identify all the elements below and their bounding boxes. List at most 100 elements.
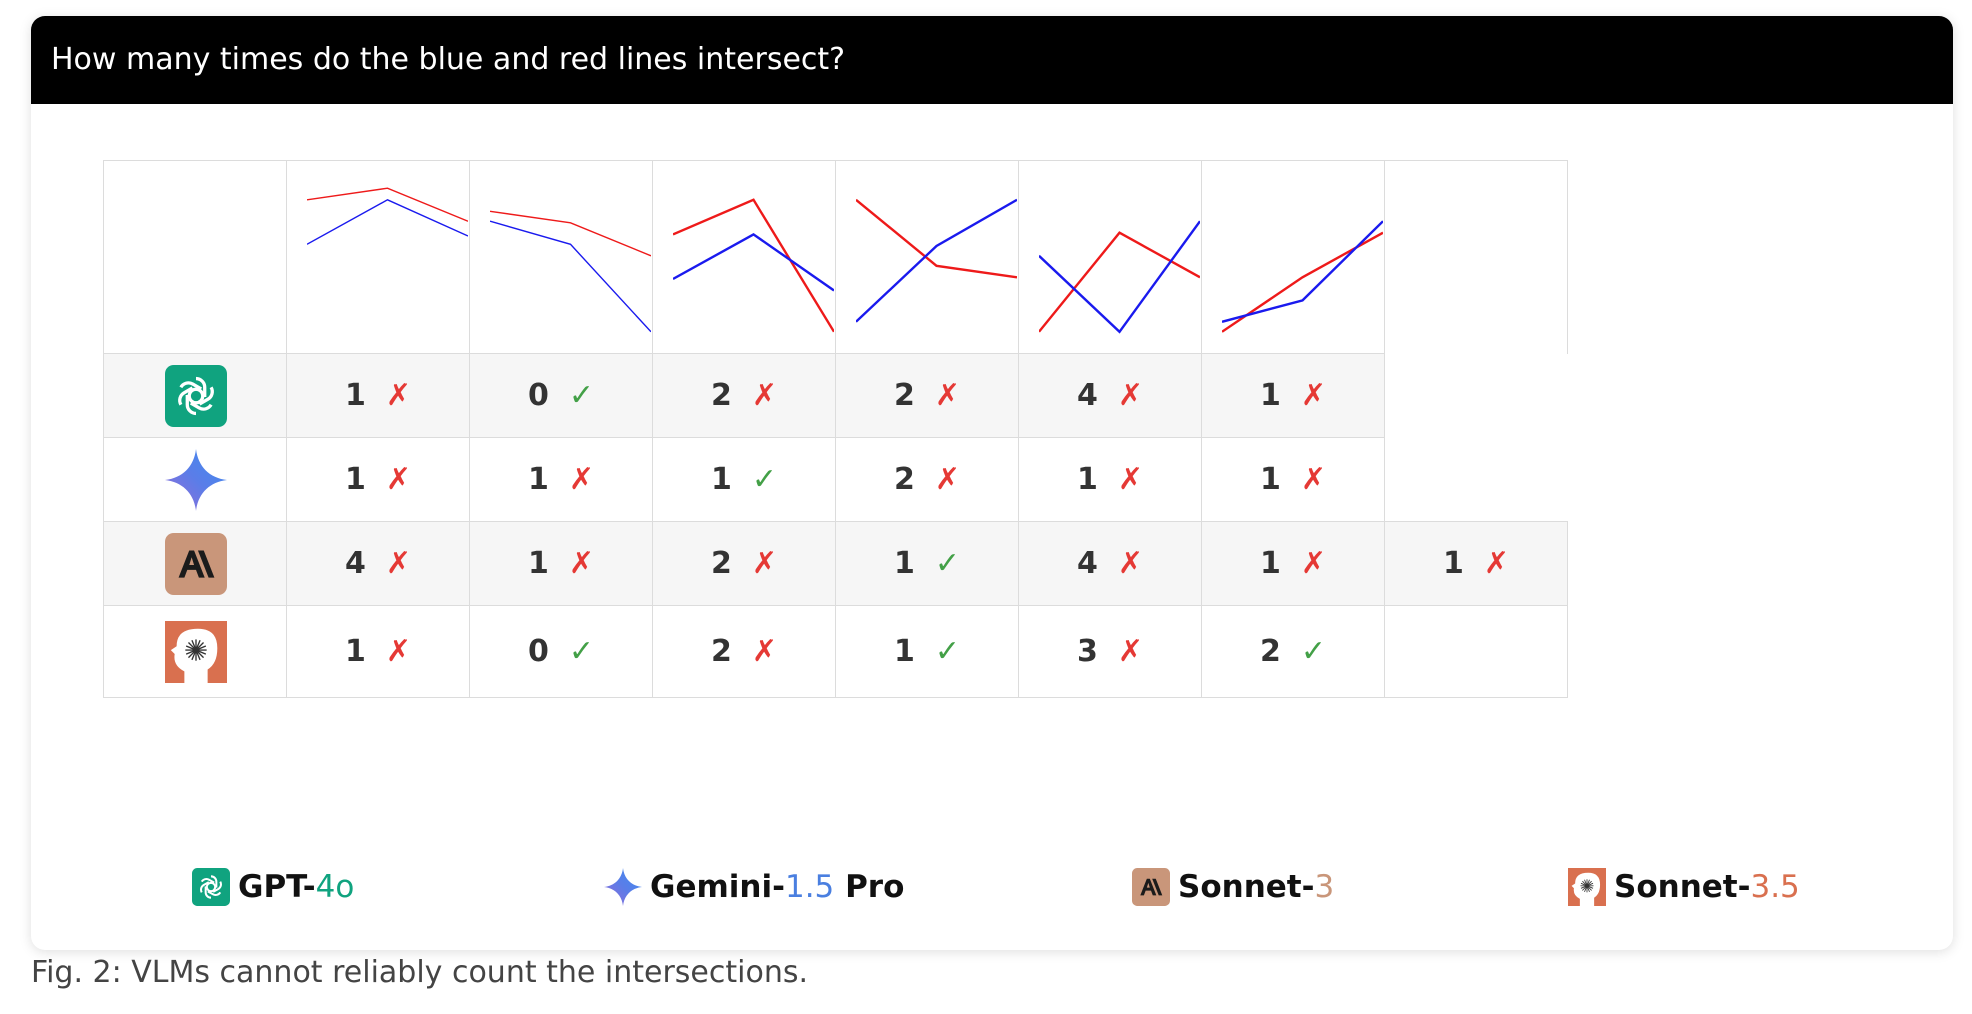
model-icon-cell bbox=[103, 521, 287, 606]
cross-mark-icon: ✗ bbox=[385, 634, 411, 669]
red-line bbox=[307, 187, 468, 222]
cross-mark-icon: ✗ bbox=[1117, 462, 1143, 497]
thumbnail-cell bbox=[1201, 160, 1385, 354]
check-mark-icon: ✓ bbox=[934, 634, 960, 669]
answer-count: 1 bbox=[527, 546, 549, 581]
answer-cell: 1 ✗ bbox=[1201, 353, 1385, 438]
model-name: Gemini- bbox=[650, 869, 785, 905]
line-pair-plot bbox=[307, 187, 468, 245]
claude-head-icon bbox=[1568, 868, 1606, 906]
cross-mark-icon: ✗ bbox=[1483, 546, 1509, 581]
answer-cell: 4 ✗ bbox=[1018, 521, 1202, 606]
answer-cell: 1 ✗ bbox=[286, 353, 470, 438]
header-empty-cell bbox=[103, 160, 287, 354]
openai-icon bbox=[164, 365, 227, 427]
cross-mark-icon: ✗ bbox=[385, 546, 411, 581]
answer-cell: 2 ✗ bbox=[652, 605, 836, 698]
answer-count: 3 bbox=[1076, 634, 1098, 669]
gemini-sparkle-icon bbox=[604, 868, 642, 906]
cross-mark-icon: ✗ bbox=[934, 462, 960, 497]
cross-mark-icon: ✗ bbox=[568, 546, 594, 581]
line-pair-plot bbox=[1039, 220, 1200, 334]
answer-count: 1 bbox=[527, 462, 549, 497]
empty-cell bbox=[1384, 437, 1568, 522]
legend-item: Sonnet-3.5 bbox=[1568, 862, 1800, 912]
line-pair-plot bbox=[856, 198, 1017, 323]
figure-card: How many times do the blue and red lines… bbox=[31, 16, 1953, 950]
answer-count: 0 bbox=[527, 378, 549, 413]
cross-mark-icon: ✗ bbox=[1300, 546, 1326, 581]
anthropic-icon bbox=[164, 533, 227, 595]
legend-label: Sonnet-3.5 bbox=[1614, 869, 1800, 905]
answer-count: 1 bbox=[893, 634, 915, 669]
answer-count: 2 bbox=[710, 634, 732, 669]
answer-cell: 1 ✗ bbox=[1201, 437, 1385, 522]
answer-count: 2 bbox=[1259, 634, 1281, 669]
answer-cell: 2 ✓ bbox=[1201, 605, 1385, 698]
model-icon-cell bbox=[103, 605, 287, 698]
answer-count: 0 bbox=[527, 634, 549, 669]
answer-count: 1 bbox=[1442, 546, 1464, 581]
answer-cell: 1 ✓ bbox=[835, 521, 1019, 606]
answer-cell: 0 ✓ bbox=[469, 605, 653, 698]
answer-count: 1 bbox=[710, 462, 732, 497]
empty-corner-cell bbox=[1384, 160, 1568, 354]
cross-mark-icon: ✗ bbox=[1300, 378, 1326, 413]
answer-cell: 1 ✓ bbox=[835, 605, 1019, 698]
answer-cell: 1 ✗ bbox=[1018, 437, 1202, 522]
blue-line bbox=[307, 199, 468, 245]
line-pair-plot bbox=[673, 198, 834, 333]
cross-mark-icon: ✗ bbox=[1300, 462, 1326, 497]
check-mark-icon: ✓ bbox=[568, 378, 594, 413]
check-mark-icon: ✓ bbox=[751, 462, 777, 497]
line-pair-plot bbox=[490, 210, 651, 333]
answer-count: 4 bbox=[344, 546, 366, 581]
thumbnail-cell bbox=[835, 160, 1019, 354]
blue-line bbox=[490, 220, 651, 333]
answer-cell: 2 ✗ bbox=[652, 353, 836, 438]
openai-icon bbox=[192, 868, 230, 906]
answer-count: 2 bbox=[710, 378, 732, 413]
model-name: Sonnet- bbox=[1178, 869, 1315, 905]
red-line bbox=[673, 198, 834, 333]
answer-count: 1 bbox=[893, 546, 915, 581]
legend-label: Gemini-1.5 Pro bbox=[650, 869, 904, 905]
model-suffix: Pro bbox=[834, 869, 905, 905]
cross-mark-icon: ✗ bbox=[751, 634, 777, 669]
check-mark-icon: ✓ bbox=[1300, 634, 1326, 669]
answer-cell: 3 ✗ bbox=[1018, 605, 1202, 698]
figure-caption: Fig. 2: VLMs cannot reliably count the i… bbox=[31, 955, 809, 990]
answer-cell: 1 ✗ bbox=[286, 437, 470, 522]
blue-line bbox=[856, 198, 1017, 323]
model-icon-cell bbox=[103, 437, 287, 522]
answer-cell: 1 ✗ bbox=[469, 437, 653, 522]
blue-line bbox=[673, 232, 834, 292]
empty-cell bbox=[1384, 353, 1568, 438]
answer-count: 1 bbox=[1259, 378, 1281, 413]
check-mark-icon: ✓ bbox=[934, 546, 960, 581]
answer-cell: 1 ✗ bbox=[469, 521, 653, 606]
model-version: 3.5 bbox=[1750, 869, 1800, 905]
answer-cell: 1 ✗ bbox=[1384, 521, 1568, 606]
blue-line bbox=[1222, 220, 1383, 323]
thumbnail-cell bbox=[652, 160, 836, 354]
thumbnail-cell bbox=[1018, 160, 1202, 354]
model-version: 3 bbox=[1314, 869, 1335, 905]
red-line bbox=[1039, 231, 1200, 333]
answer-count: 1 bbox=[344, 462, 366, 497]
model-version: 1.5 bbox=[784, 869, 835, 905]
model-legend: GPT-4o Gemini-1.5 Pro Sonnet-3 Sonnet-3.… bbox=[31, 862, 1953, 912]
model-name: Sonnet- bbox=[1614, 869, 1751, 905]
answer-count: 2 bbox=[893, 462, 915, 497]
results-table: 1 ✗ 0 ✓ 2 ✗ 2 ✗ 4 ✗ 1 ✗ 1 ✗ 1 ✗ 1 ✓ 2 ✗ 1 ✗ 1 ✗ 4 ✗ 1 ✗ 2 ✗ 1 ✓ 4 ✗ 1 ✗ 1 ✗… bbox=[103, 160, 1945, 840]
answer-cell: 2 ✗ bbox=[652, 521, 836, 606]
cross-mark-icon: ✗ bbox=[385, 378, 411, 413]
model-name: GPT- bbox=[238, 869, 316, 905]
answer-cell: 2 ✗ bbox=[835, 353, 1019, 438]
anthropic-icon bbox=[1132, 868, 1170, 906]
answer-count: 2 bbox=[893, 378, 915, 413]
cross-mark-icon: ✗ bbox=[751, 546, 777, 581]
answer-cell: 1 ✗ bbox=[286, 605, 470, 698]
answer-count: 1 bbox=[1076, 462, 1098, 497]
cross-mark-icon: ✗ bbox=[385, 462, 411, 497]
